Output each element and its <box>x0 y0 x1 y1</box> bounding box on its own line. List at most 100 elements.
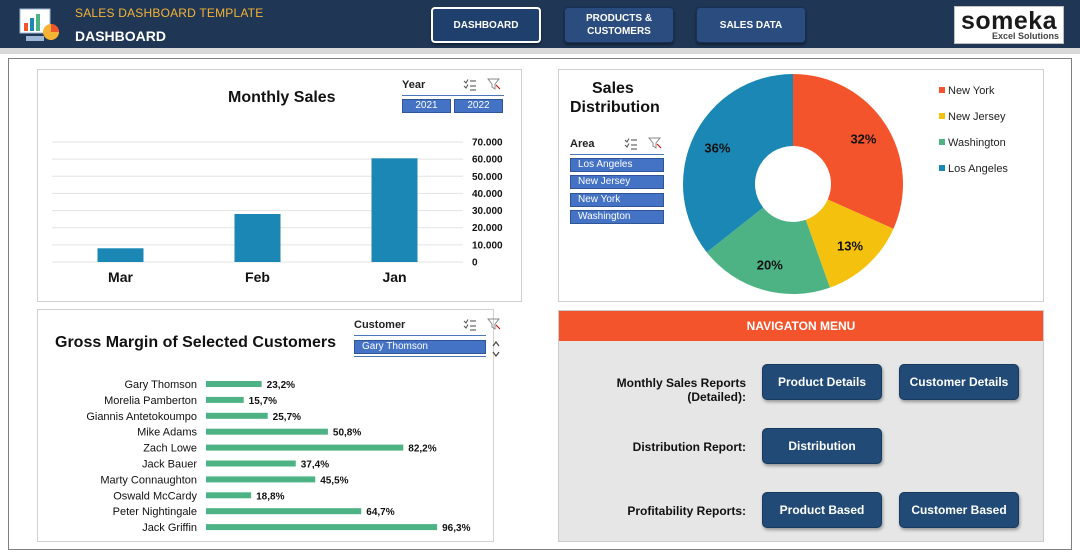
legend-item-washington: Washington <box>948 137 1006 149</box>
gross-margin-title: Gross Margin of Selected Customers <box>55 334 336 351</box>
slice-washington[interactable] <box>706 207 830 294</box>
legend-item-new-york: New York <box>948 85 995 97</box>
customer-based-button[interactable]: Customer Based <box>899 492 1019 528</box>
customer-name-label: Gary Thomson <box>124 379 197 391</box>
margin-bar[interactable] <box>206 412 268 419</box>
margin-bar[interactable] <box>206 476 316 483</box>
legend-marker <box>939 165 945 171</box>
multi-select-icon[interactable] <box>624 138 638 150</box>
margin-value-label: 37,4% <box>301 460 329 471</box>
legend-item-new-jersey: New Jersey <box>948 111 1006 123</box>
area-slicer-item-los-angeles[interactable]: Los Angeles <box>570 158 664 172</box>
margin-value-label: 15,7% <box>249 396 277 407</box>
customer-name-label: Zach Lowe <box>143 443 197 455</box>
margin-bar[interactable] <box>206 381 262 387</box>
monthly-sales-chart: 0 10.000 20.000 30.000 40.000 50.000 60.000 70.… <box>52 138 503 285</box>
slice-new-jersey[interactable] <box>805 199 894 288</box>
monthly-sales-reports-label: Monthly Sales Reports (Detailed): <box>616 376 746 404</box>
app-title: SALES DASHBOARD TEMPLATE <box>75 6 264 20</box>
bar-feb[interactable] <box>234 214 281 262</box>
margin-value-label: 50,8% <box>333 428 361 439</box>
customer-name-label: Jack Griffin <box>142 522 197 534</box>
margin-value-label: 96,3% <box>442 523 470 534</box>
customer-slicer-label: Customer <box>354 319 406 331</box>
x-tick-label: Feb <box>245 269 270 285</box>
area-slicer-label: Area <box>570 138 595 150</box>
multi-select-icon[interactable] <box>463 79 477 91</box>
clear-filter-icon[interactable] <box>487 78 501 90</box>
page-title: DASHBOARD <box>75 28 166 44</box>
legend-item-los-angeles: Los Angeles <box>948 163 1008 175</box>
customer-slicer-bottom-line <box>354 356 486 357</box>
distribution-title-line1: Sales <box>592 80 634 97</box>
clear-filter-icon[interactable] <box>487 318 501 330</box>
sales-distribution-panel: Sales Distribution Area Los Angeles New … <box>558 69 1044 302</box>
area-slicer-item-new-jersey[interactable]: New Jersey <box>570 175 664 189</box>
product-details-button[interactable]: Product Details <box>762 364 882 400</box>
area-slicer-item-new-york[interactable]: New York <box>570 193 664 207</box>
y-tick-label: 70.000 <box>472 138 503 149</box>
header-divider <box>0 48 1080 54</box>
legend-marker <box>939 139 945 145</box>
multi-select-icon[interactable] <box>463 319 477 331</box>
customer-name-label: Oswald McCardy <box>113 490 197 502</box>
dashboard-logo-icon <box>19 8 59 41</box>
slice-percent-label: 20% <box>757 258 783 273</box>
customer-slicer-divider <box>354 335 486 336</box>
customer-slicer-item-selected[interactable]: Gary Thomson <box>354 340 486 354</box>
y-tick-label: 50.000 <box>472 172 503 183</box>
year-slicer-label: Year <box>402 79 426 91</box>
app-header: SALES DASHBOARD TEMPLATE DASHBOARD DASHB… <box>0 0 1080 48</box>
customer-name-label: Giannis Antetokoumpo <box>86 411 197 423</box>
year-slicer-item-2021[interactable]: 2021 <box>402 99 451 113</box>
slice-new-york[interactable] <box>793 74 903 229</box>
margin-value-label: 18,8% <box>256 491 284 502</box>
gross-margin-chart: Gary Thomson 23,2% Morelia Pamberton 15,7% G… <box>86 379 470 534</box>
area-slicer-divider <box>570 154 664 155</box>
brand-name: someka <box>960 7 1058 35</box>
nav-dashboard-button[interactable]: DASHBOARD <box>431 7 541 43</box>
gross-margin-panel: Gross Margin of Selected Customers Custo… <box>37 309 501 542</box>
area-slicer-item-washington[interactable]: Washington <box>570 210 664 224</box>
margin-bar[interactable] <box>206 460 296 467</box>
margin-bar[interactable] <box>206 492 252 499</box>
bar-jan[interactable] <box>371 158 418 262</box>
customer-name-label: Morelia Pamberton <box>104 395 197 407</box>
margin-bar[interactable] <box>206 524 438 531</box>
legend-marker <box>939 113 945 119</box>
year-slicer-item-2022[interactable]: 2022 <box>454 99 503 113</box>
y-tick-label: 0 <box>472 258 478 269</box>
margin-value-label: 82,2% <box>408 444 436 455</box>
someka-logo[interactable]: someka Excel Solutions <box>954 6 1064 44</box>
bar-mar[interactable] <box>97 248 144 262</box>
slice-percent-label: 36% <box>704 140 730 155</box>
y-tick-label: 20.000 <box>472 223 503 234</box>
nav-products-customers-button[interactable]: PRODUCTS & CUSTOMERS <box>564 7 674 43</box>
slice-los-angeles[interactable] <box>683 74 793 253</box>
dashboard-frame <box>8 58 1072 550</box>
distribution-report-label: Distribution Report: <box>632 440 746 454</box>
margin-value-label: 45,5% <box>320 475 348 486</box>
brand-subtitle: Excel Solutions <box>991 31 1059 41</box>
distribution-button[interactable]: Distribution <box>762 428 882 464</box>
margin-bar[interactable] <box>206 428 328 435</box>
nav-sales-data-button[interactable]: SALES DATA <box>696 7 806 43</box>
monthly-sales-title: Monthly Sales <box>228 89 336 106</box>
y-tick-label: 60.000 <box>472 155 503 166</box>
x-tick-label: Mar <box>108 269 133 285</box>
margin-bar[interactable] <box>206 508 362 515</box>
y-tick-label: 30.000 <box>472 206 503 217</box>
slice-percent-label: 32% <box>850 131 876 146</box>
margin-bar[interactable] <box>206 444 404 451</box>
product-based-button[interactable]: Product Based <box>762 492 882 528</box>
navigation-menu-panel: NAVIGATON MENU Monthly Sales Reports (De… <box>558 310 1044 542</box>
sales-distribution-donut-chart: 32% 13% 20% 36% New York New Jersey Washington… <box>683 74 1008 294</box>
clear-filter-icon[interactable] <box>648 137 662 149</box>
margin-bar[interactable] <box>206 396 244 403</box>
navigation-menu-title: NAVIGATON MENU <box>559 311 1043 341</box>
slicer-scroll-arrows-icon[interactable] <box>491 339 501 359</box>
profitability-reports-label: Profitability Reports: <box>627 504 746 518</box>
customer-name-label: Jack Bauer <box>142 459 197 471</box>
legend-marker <box>939 87 945 93</box>
customer-details-button[interactable]: Customer Details <box>899 364 1019 400</box>
